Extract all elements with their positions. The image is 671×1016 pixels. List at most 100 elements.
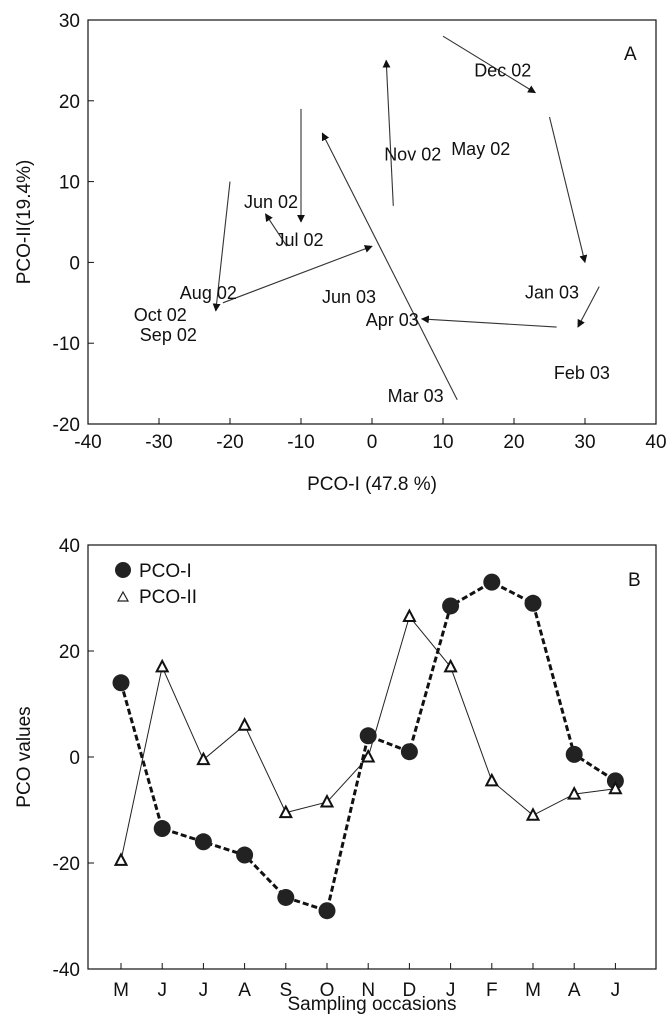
panel-a-x-tick-label: 30	[574, 432, 595, 453]
pco-ii-point	[443, 658, 458, 673]
panel-a-x-axis-label: PCO-I (47.8 %)	[307, 474, 437, 495]
legend-pco-ii-marker	[116, 590, 130, 602]
point-label-apr-03: Apr 03	[366, 310, 419, 330]
pco-i-point	[524, 594, 542, 612]
point-label-jul-02: Jul 02	[276, 230, 324, 250]
panel-a-y-axis-label: PCO-II(19.4%)	[14, 160, 35, 285]
panel-a-y-tick-label: -10	[53, 334, 80, 355]
panel-a-scatter: -40 -30 -20 -10 0 10 20 30 40 -20 -10 0 10 20 30 May 0…	[14, 11, 667, 495]
panel-a-arrows	[212, 35, 600, 401]
panel-a-x-tick-label: 0	[367, 432, 378, 453]
panel-b-x-tick-label: J	[446, 980, 456, 1001]
pco-ii-point	[361, 748, 376, 763]
pco-ii-point	[484, 772, 499, 787]
pco-i-point	[153, 820, 171, 838]
panel-a-arrow-3	[212, 181, 231, 312]
panel-b-x-axis-label: Sampling occasions	[288, 994, 457, 1015]
pco-ii-point	[278, 804, 293, 819]
panel-a-y-tick-label: 0	[69, 253, 80, 274]
pco-ii-point	[567, 785, 582, 800]
panel-b-y-axis-label: PCO values	[14, 706, 35, 807]
panel-a-arrow-2	[265, 213, 288, 247]
panel-a-y-tick-label: 10	[59, 173, 80, 194]
panel-b-x-tick-label: A	[568, 980, 581, 1001]
panel-b-x-tick-label: J	[611, 980, 621, 1001]
legend-pco-i-label: PCO-I	[139, 561, 192, 582]
panel-b-x-tick-label: D	[403, 980, 417, 1001]
point-label-nov-02: Nov 02	[384, 144, 441, 164]
pco-ii-point	[196, 751, 211, 766]
panel-b-ticks: -40 -20 0 20 40 M J J A S O N D J F M A J	[53, 536, 621, 1001]
panel-a-ticks: -40 -30 -20 -10 0 10 20 30 40 -20 -10 0 10 20 30	[53, 11, 667, 453]
panel-b-series-lines	[119, 580, 617, 913]
panel-a-arrow-4	[222, 245, 373, 304]
pco-i-point	[400, 743, 418, 761]
point-label-may-02: May 02	[451, 139, 510, 159]
panel-a-arrow-9	[420, 315, 557, 328]
series-pco-i-line	[119, 580, 617, 913]
panel-a-arrow-6	[442, 35, 536, 94]
panel-b-x-tick-label: O	[320, 980, 335, 1001]
legend-pco-ii-label: PCO-II	[139, 587, 197, 608]
pco-ii-point	[608, 780, 623, 795]
pco-i-point	[483, 573, 501, 591]
point-label-feb-03: Feb 03	[554, 363, 610, 383]
pco-i-point	[359, 727, 377, 745]
pco-i-point	[236, 846, 254, 864]
panel-a-letter: A	[624, 44, 637, 65]
point-label-dec-02: Dec 02	[474, 61, 531, 81]
panel-a-arrow-0	[321, 132, 458, 401]
panel-b-x-tick-label: N	[361, 980, 375, 1001]
point-label-mar-03: Mar 03	[388, 386, 444, 406]
panel-b-x-tick-label: S	[279, 980, 292, 1001]
panel-a-x-tick-label: 40	[645, 432, 666, 453]
pco-ii-point	[525, 807, 541, 821]
pco-ii-point	[155, 658, 170, 673]
panel-b-y-tick-label: 20	[59, 642, 80, 663]
panel-b-y-tick-label: -40	[53, 960, 80, 981]
panel-a-y-tick-label: -20	[53, 415, 80, 436]
panel-a-x-tick-label: -10	[287, 432, 314, 453]
panel-b-y-tick-label: 40	[59, 536, 80, 557]
panel-a-arrow-8	[577, 286, 600, 328]
panel-b-x-tick-label: A	[238, 980, 251, 1001]
pco-ii-point	[319, 793, 335, 808]
pco-i-point	[277, 888, 295, 906]
panel-a-arrow-5	[382, 59, 394, 206]
panel-a-x-tick-label: -40	[74, 432, 101, 453]
legend: PCO-I PCO-II	[115, 561, 197, 608]
pco-i-point	[194, 833, 212, 851]
pco-i-point	[318, 902, 336, 920]
point-label-sep-02: Sep 02	[140, 325, 197, 345]
panel-b-x-tick-label: M	[113, 980, 129, 1001]
pco-ii-point	[402, 608, 417, 623]
panel-b-letter: B	[628, 570, 641, 591]
point-label-jun-02: Jun 02	[244, 192, 298, 212]
pco-ii-point	[237, 717, 252, 731]
panel-b-x-tick-label: J	[199, 980, 209, 1001]
pco-i-point	[112, 674, 130, 692]
point-label-aug-02: Aug 02	[180, 283, 237, 303]
pco-i-point	[442, 597, 460, 615]
panel-b-markers	[112, 573, 624, 920]
pco-ii-point	[113, 852, 129, 866]
panel-a-x-tick-label: -30	[145, 432, 172, 453]
legend-pco-i-marker	[115, 562, 131, 578]
panel-b-y-tick-label: -20	[53, 854, 80, 875]
panel-a-x-tick-label: 10	[432, 432, 453, 453]
point-label-jun-03: Jun 03	[322, 287, 376, 307]
panel-b-y-tick-label: 0	[69, 748, 80, 769]
panel-a-arrow-7	[548, 116, 588, 264]
panel-a-y-tick-label: 30	[59, 11, 80, 32]
panel-a-x-tick-label: 20	[503, 432, 524, 453]
panel-a-x-tick-label: -20	[216, 432, 243, 453]
point-label-jan-03: Jan 03	[525, 282, 579, 302]
point-label-oct-02: Oct 02	[134, 305, 187, 325]
pco-i-point	[565, 745, 583, 763]
panel-a-y-tick-label: 20	[59, 92, 80, 113]
panel-b-x-tick-label: J	[157, 980, 167, 1001]
panel-b-x-tick-label: F	[486, 980, 498, 1001]
